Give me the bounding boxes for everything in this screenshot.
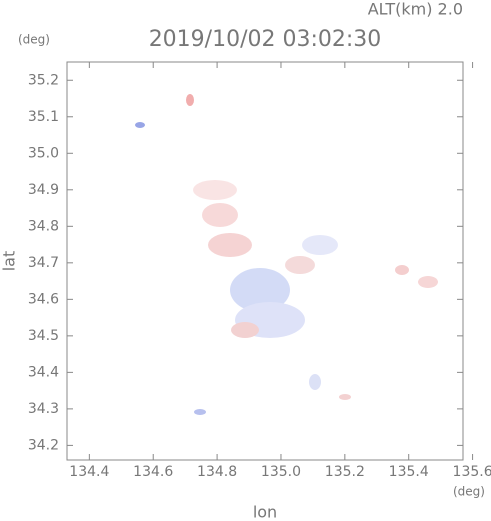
echo (194, 409, 206, 415)
y-tick-label: 34.7 (28, 255, 59, 271)
y-tick-label: 34.6 (28, 291, 59, 307)
echo (339, 394, 351, 400)
echo (395, 265, 409, 275)
x-tick-label: 134.6 (133, 464, 173, 480)
y-tick-label: 34.3 (28, 401, 59, 417)
x-tick-label: 135.6 (453, 464, 491, 480)
echo (285, 256, 315, 274)
y-tick-label: 34.5 (28, 328, 59, 344)
chart-title: 2019/10/02 03:02:30 (149, 27, 382, 52)
x-unit: (deg) (453, 485, 485, 499)
echo (309, 374, 321, 390)
echo (193, 180, 237, 200)
y-tick-label: 34.8 (28, 218, 59, 234)
echo (302, 235, 338, 255)
x-tick-label: 134.8 (197, 464, 237, 480)
echo (202, 203, 238, 227)
y-tick-label: 34.9 (28, 182, 59, 198)
echo (230, 268, 290, 312)
echo (208, 233, 252, 257)
x-tick-label: 135.2 (325, 464, 365, 480)
plot-frame (66, 61, 464, 461)
echo-field (135, 94, 438, 415)
x-tick-label: 134.4 (69, 464, 109, 480)
echo (186, 94, 194, 106)
y-tick-label: 35.1 (28, 109, 59, 125)
x-tick-label: 135.4 (389, 464, 429, 480)
y-tick-label: 35.2 (28, 72, 59, 88)
y-axis-label: lat (0, 251, 19, 272)
y-tick-label: 34.4 (28, 364, 59, 380)
echo (418, 276, 438, 288)
echo (135, 122, 145, 128)
x-tick-label: 135.0 (261, 464, 301, 480)
y-unit: (deg) (18, 33, 50, 47)
y-tick-label: 35.0 (28, 145, 59, 161)
altitude-label: ALT(km) 2.0 (368, 0, 463, 19)
echo (231, 322, 259, 338)
x-axis-label: lon (253, 503, 277, 521)
y-tick-label: 34.2 (28, 437, 59, 453)
